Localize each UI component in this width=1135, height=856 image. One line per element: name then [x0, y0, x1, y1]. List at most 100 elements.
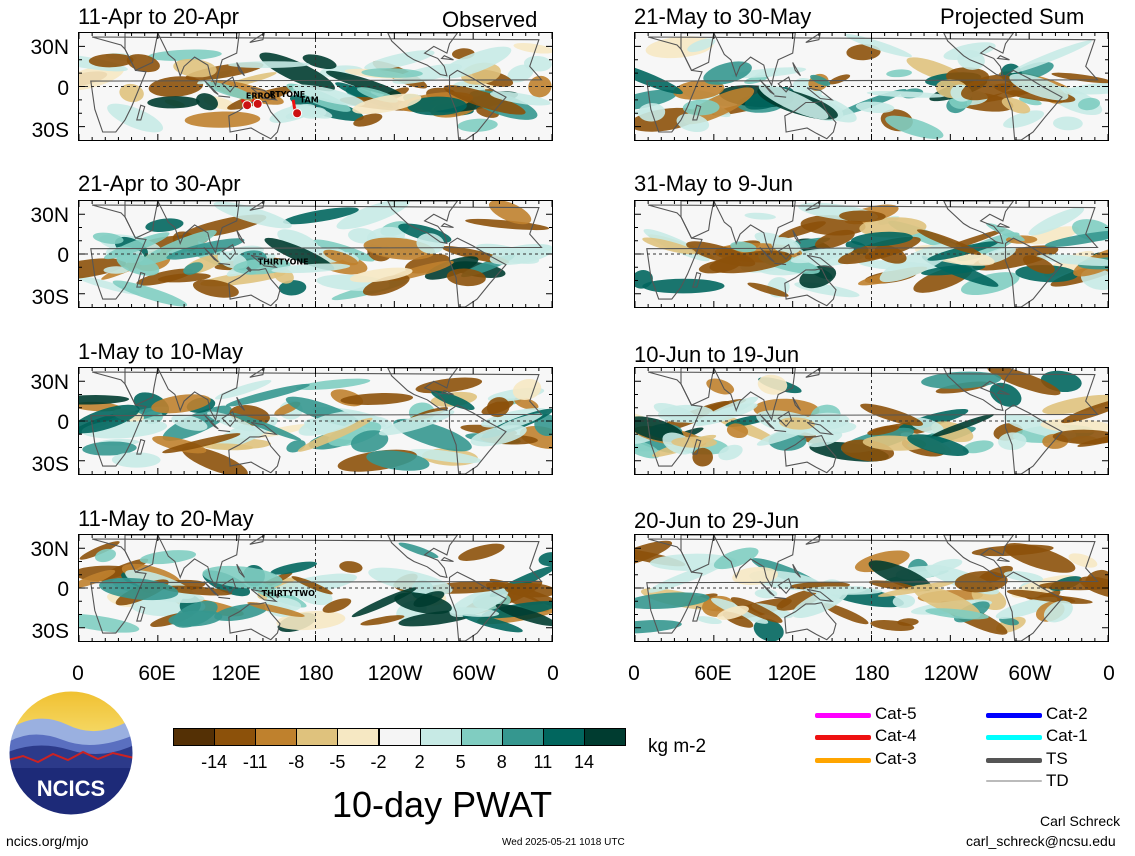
coastlines: [646, 535, 1099, 641]
colorbar-tick-label: 8: [496, 752, 507, 772]
lat-label-30n-2: 30N: [30, 204, 69, 227]
panel-title-right-1: 21-May to 30-May: [634, 4, 812, 29]
colorbar-tick-label: 14: [573, 752, 595, 772]
lon-label-right-120e: 120E: [767, 662, 817, 685]
anomaly-field: [635, 34, 1108, 139]
colorbar-units: kg m-2: [648, 736, 707, 757]
lon-label-left-60w: 60W: [452, 662, 496, 685]
projected-sum-label: Projected Sum: [940, 4, 1085, 29]
coastlines: [646, 33, 1099, 140]
colorbar-bin: [296, 728, 339, 746]
colorbar-bin: [214, 728, 257, 746]
storm-track: [246, 266, 253, 273]
map-panel-right-1: [634, 32, 1109, 141]
storm-name-label: RTYONE: [270, 90, 306, 99]
storm-marker: [252, 98, 263, 109]
colorbar-bin: [255, 728, 298, 746]
lon-label-left-120e: 120E: [211, 662, 261, 685]
axis-ticks: [79, 368, 552, 474]
legend-label-cat-5: Cat-5: [875, 704, 917, 723]
legend-label-cat-2: Cat-2: [1046, 704, 1088, 723]
author-email[interactable]: carl_schreck@ncsu.edu: [966, 833, 1116, 849]
coastlines: [90, 535, 543, 641]
lon-label-right-0-end: 0: [1103, 662, 1115, 685]
legend-label-cat-4: Cat-4: [875, 726, 917, 745]
lat-label-30s-4: 30S: [31, 620, 69, 643]
colorbar-bin: [378, 728, 421, 746]
coastlines: [90, 368, 543, 474]
colorbar-bin: [584, 728, 627, 746]
anomaly-field: [79, 377, 552, 474]
lon-label-right-60w: 60W: [1008, 662, 1052, 685]
legend-label-td: TD: [1046, 771, 1069, 790]
lon-label-right-180: 180: [854, 662, 890, 685]
lon-label-right-120w: 120W: [923, 662, 979, 685]
colorbar-bin: [419, 728, 462, 746]
pwat-anomaly-map: [635, 535, 1108, 641]
map-panel-left-4: THIRTYTWO: [78, 534, 553, 642]
website-link[interactable]: ncics.org/mjo: [6, 833, 89, 849]
anomaly-field: [635, 368, 1108, 467]
colorbar-tick-label: 5: [455, 752, 466, 772]
lat-label-0-1: 0: [57, 77, 69, 100]
lat-label-30s-2: 30S: [31, 286, 69, 309]
panel-title-right-2: 31-May to 9-Jun: [634, 171, 793, 196]
storm-name-label: THIRTYONE: [258, 258, 309, 267]
legend-line-ts: [986, 758, 1042, 763]
pwat-anomaly-map: THIRTYTWO: [79, 535, 552, 641]
anomaly-field: [635, 202, 1108, 298]
pwat-anomaly-map: [79, 368, 552, 474]
colorbar-tick-label: 11: [533, 752, 553, 772]
storm-marker: [242, 100, 253, 111]
lat-label-0-3: 0: [57, 411, 69, 434]
panel-title-left-1: 11-Apr to 20-Apr: [78, 4, 240, 29]
author-name: Carl Schreck: [1040, 813, 1121, 829]
colorbar-bin: [501, 728, 544, 746]
lat-label-0-4: 0: [57, 578, 69, 601]
storm-name-label: THIRTYTWO: [262, 589, 315, 598]
legend-line-cat-3: [815, 758, 871, 763]
map-panel-left-1: ERROL RTYONE TAM: [78, 32, 553, 141]
legend-line-cat-5: [815, 713, 871, 718]
pwat-anomaly-map: THIRTYONE: [79, 201, 552, 307]
ncics-logo: NCICS: [8, 690, 134, 816]
colorbar-bin: [173, 728, 216, 746]
legend-line-td: [986, 780, 1042, 782]
lon-label-left-180: 180: [298, 662, 334, 685]
colorbar-tick-label: -14: [201, 752, 228, 772]
panel-title-left-4: 11-May to 20-May: [78, 506, 254, 531]
panel-title-left-3: 1-May to 10-May: [78, 339, 244, 364]
panel-title-right-3: 10-Jun to 19-Jun: [634, 342, 800, 367]
coastlines: [90, 33, 543, 140]
axis-ticks: [635, 535, 1108, 641]
lon-label-right-60e: 60E: [694, 662, 732, 685]
lat-label-30n-3: 30N: [30, 371, 69, 394]
storm-name-label: TAM: [300, 96, 319, 105]
lon-label-right-0: 0: [628, 662, 640, 685]
lat-label-0-2: 0: [57, 244, 69, 267]
lat-label-30n-4: 30N: [30, 538, 69, 561]
lat-label-30n-1: 30N: [30, 36, 69, 59]
colorbar-tick-label: -11: [242, 752, 268, 772]
legend-label-ts: TS: [1046, 749, 1068, 768]
colorbar-tick-label: -2: [370, 752, 387, 772]
storm-name-label: ERROL: [246, 92, 276, 101]
panel-title-right-4: 20-Jun to 29-Jun: [634, 508, 800, 533]
logo-text: NCICS: [37, 776, 105, 801]
lon-label-left-0: 0: [72, 662, 84, 685]
storm-marker: [292, 108, 303, 119]
colorbar-bin: [542, 728, 585, 746]
pwat-anomaly-map: [635, 201, 1108, 307]
axis-ticks: [635, 33, 1108, 140]
pwat-anomaly-map: [635, 368, 1108, 474]
coastlines: [646, 368, 1099, 474]
axis-ticks: [79, 33, 552, 140]
coastlines: [646, 201, 1099, 307]
pwat-anomaly-map: [635, 33, 1108, 140]
lon-label-left-120w: 120W: [367, 662, 423, 685]
anomaly-field: [635, 540, 1108, 641]
panel-title-left-2: 21-Apr to 30-Apr: [78, 171, 241, 196]
lon-label-left-0-end: 0: [547, 662, 559, 685]
legend-line-cat-2: [986, 713, 1042, 718]
